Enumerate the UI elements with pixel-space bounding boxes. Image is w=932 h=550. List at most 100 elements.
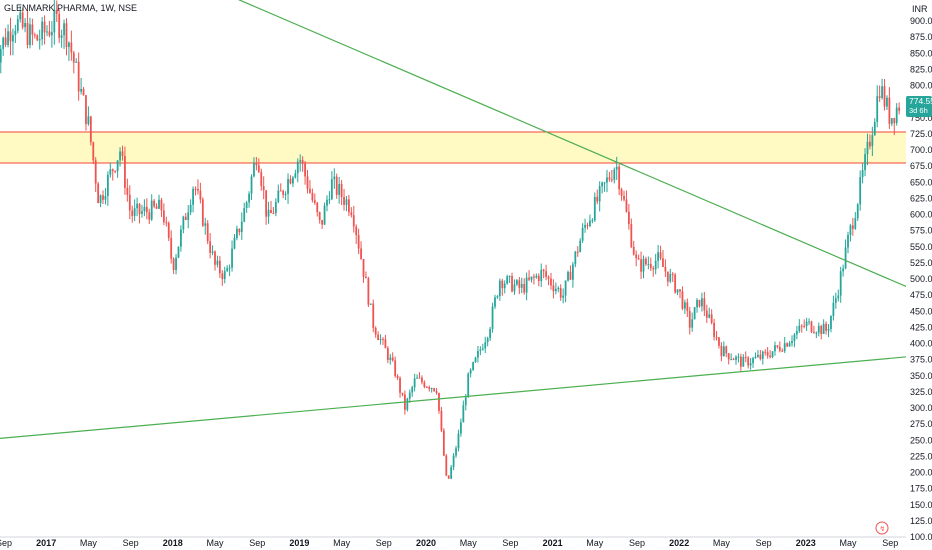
last-price-badge-bg bbox=[906, 96, 932, 118]
candle-down bbox=[131, 210, 134, 216]
candle-up bbox=[491, 306, 494, 329]
y-tick-label: 600.00 bbox=[910, 210, 932, 220]
candle-down bbox=[97, 183, 100, 204]
candle-up bbox=[416, 377, 418, 379]
candle-up bbox=[598, 186, 601, 202]
candle-up bbox=[12, 35, 14, 42]
candle-down bbox=[72, 52, 75, 63]
candle-up bbox=[150, 200, 153, 220]
candle-up bbox=[881, 86, 883, 98]
candle-down bbox=[576, 251, 579, 253]
candle-up bbox=[606, 177, 608, 183]
candle-down bbox=[313, 200, 316, 203]
candle-down bbox=[55, 9, 58, 14]
candle-up bbox=[133, 208, 136, 216]
candle-up bbox=[243, 208, 246, 222]
x-tick-label: Sep bbox=[629, 538, 645, 548]
candle-up bbox=[450, 467, 453, 479]
candle-up bbox=[593, 196, 596, 221]
candlestick-series bbox=[0, 0, 901, 480]
candle-down bbox=[33, 34, 36, 36]
candle-up bbox=[864, 154, 866, 171]
candle-down bbox=[26, 23, 29, 45]
candle-up bbox=[654, 260, 657, 270]
candle-up bbox=[861, 170, 864, 178]
candle-down bbox=[545, 271, 548, 277]
candle-up bbox=[535, 275, 538, 278]
candle-down bbox=[221, 273, 224, 280]
candle-up bbox=[326, 199, 328, 206]
candle-down bbox=[282, 190, 285, 195]
candle-down bbox=[511, 276, 513, 292]
candle-down bbox=[209, 241, 212, 253]
candle-up bbox=[742, 356, 745, 367]
x-tick-label: Sep bbox=[249, 538, 265, 548]
candle-up bbox=[696, 299, 698, 308]
candle-down bbox=[637, 258, 640, 260]
candle-up bbox=[540, 269, 543, 281]
candle-down bbox=[442, 430, 445, 456]
candle-down bbox=[170, 237, 173, 259]
candle-up bbox=[143, 206, 146, 212]
candle-up bbox=[815, 332, 818, 334]
candle-down bbox=[759, 354, 762, 359]
x-tick-label: May bbox=[839, 538, 857, 548]
candle-down bbox=[167, 222, 170, 238]
candle-down bbox=[58, 13, 61, 38]
candle-up bbox=[830, 315, 832, 329]
candle-up bbox=[693, 307, 696, 320]
y-tick-label: 200.00 bbox=[910, 468, 932, 478]
candle-down bbox=[340, 183, 343, 197]
candle-up bbox=[701, 298, 703, 307]
candle-up bbox=[876, 96, 879, 122]
candle-down bbox=[681, 291, 684, 309]
price-scale-bg bbox=[906, 0, 932, 550]
candle-down bbox=[630, 224, 633, 247]
candle-down bbox=[893, 118, 896, 124]
candle-up bbox=[228, 267, 231, 269]
candle-up bbox=[827, 328, 830, 331]
x-tick-label: May bbox=[713, 538, 731, 548]
y-tick-label: 475.00 bbox=[910, 290, 932, 300]
candle-down bbox=[126, 187, 129, 195]
candle-down bbox=[671, 273, 674, 275]
candle-up bbox=[844, 247, 847, 269]
candle-down bbox=[813, 331, 815, 333]
candle-up bbox=[136, 203, 138, 209]
candle-down bbox=[260, 171, 263, 187]
candle-up bbox=[486, 338, 489, 343]
candle-up bbox=[676, 289, 679, 293]
candle-up bbox=[683, 302, 686, 309]
candle-down bbox=[550, 278, 552, 286]
candle-up bbox=[216, 260, 219, 265]
candle-down bbox=[635, 254, 638, 259]
candle-down bbox=[114, 170, 117, 172]
candle-up bbox=[63, 23, 65, 36]
candle-down bbox=[265, 190, 268, 217]
candle-up bbox=[80, 88, 82, 92]
candle-up bbox=[783, 343, 786, 352]
candle-down bbox=[124, 156, 126, 188]
candle-down bbox=[184, 216, 187, 220]
trendline-1 bbox=[0, 355, 912, 439]
candle-down bbox=[396, 376, 399, 378]
x-tick-label: Sep bbox=[756, 538, 772, 548]
candle-up bbox=[231, 248, 233, 268]
candle-up bbox=[484, 342, 487, 349]
candle-down bbox=[138, 203, 141, 214]
tradingview-logo-icon[interactable]: ↯ bbox=[875, 521, 889, 535]
candle-down bbox=[764, 351, 767, 353]
candle-up bbox=[554, 288, 557, 292]
candle-up bbox=[430, 388, 433, 390]
x-tick-label: 2019 bbox=[289, 538, 309, 548]
svg-text:↯: ↯ bbox=[880, 525, 886, 533]
candle-up bbox=[579, 240, 582, 253]
candle-up bbox=[601, 182, 604, 187]
candle-down bbox=[569, 271, 572, 280]
candle-down bbox=[311, 192, 314, 201]
candle-down bbox=[350, 212, 353, 216]
y-tick-label: 400.00 bbox=[910, 339, 932, 349]
candle-down bbox=[43, 21, 46, 33]
x-tick-label: 2020 bbox=[416, 538, 436, 548]
